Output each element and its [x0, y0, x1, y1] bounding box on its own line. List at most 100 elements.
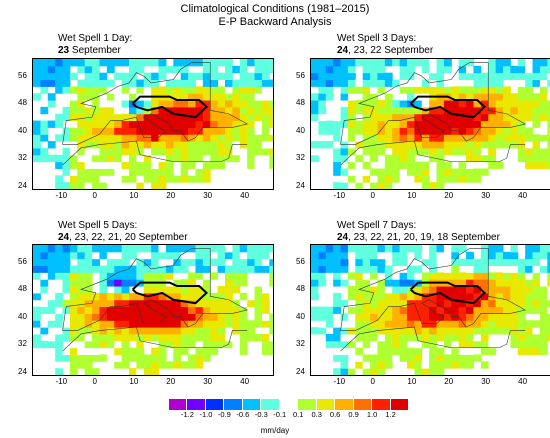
grid-cell — [158, 347, 167, 355]
grid-cell — [202, 134, 211, 142]
grid-cell — [232, 120, 241, 128]
grid-cell — [217, 292, 226, 301]
grid-cell — [311, 93, 319, 101]
grid-cell — [99, 333, 108, 342]
grid-cell — [547, 245, 550, 253]
x-tick-label: 30 — [203, 191, 213, 200]
grid-cell — [158, 147, 167, 156]
grid-cell — [195, 347, 204, 355]
grid-cell — [407, 265, 415, 273]
grid-cell — [436, 347, 445, 355]
grid-cell — [92, 106, 100, 115]
grid-cell — [239, 161, 248, 169]
grid-cell — [333, 258, 342, 267]
grid-cell — [333, 147, 342, 156]
grid-cell — [77, 313, 86, 321]
grid-cell — [466, 292, 474, 301]
grid-cell — [47, 93, 56, 101]
grid-cell — [202, 251, 211, 260]
x-tick-label: 0 — [92, 377, 97, 386]
grid-cell — [547, 65, 550, 74]
grid-cell — [495, 59, 504, 67]
grid-cell — [340, 182, 349, 189]
grid-cell — [414, 86, 423, 94]
grid-cell — [517, 292, 526, 301]
grid-cell — [180, 258, 189, 267]
grid-cell — [114, 141, 123, 149]
grid-cell — [436, 361, 445, 369]
grid-cell — [217, 161, 226, 169]
grid-cell — [392, 168, 401, 176]
grid-cell — [195, 134, 204, 142]
grid-cell — [77, 175, 86, 183]
grid-cell — [458, 258, 467, 267]
grid-cell — [210, 313, 219, 321]
grid-cell — [180, 175, 189, 183]
grid-cell — [362, 340, 371, 349]
grid-cell — [466, 154, 474, 163]
grid-cell — [370, 134, 378, 142]
grid-cell — [210, 292, 219, 301]
grid-cell — [239, 134, 248, 142]
grid-cell — [443, 333, 452, 342]
grid-cell — [525, 65, 534, 74]
grid-cell — [347, 106, 356, 115]
grid-cell — [180, 340, 189, 349]
grid-cell — [480, 313, 489, 321]
grid-cell — [165, 154, 174, 163]
grid-cell — [436, 59, 445, 67]
grid-cell — [377, 340, 386, 349]
grid-cell — [347, 306, 356, 314]
grid-cell — [195, 175, 204, 183]
grid-cell — [333, 354, 342, 362]
grid-cell — [547, 141, 550, 149]
grid-cell — [261, 100, 270, 108]
grid-cell — [106, 106, 115, 115]
grid-cell — [195, 120, 204, 128]
grid-cell — [399, 265, 408, 273]
grid-cell — [261, 86, 270, 94]
grid-cell — [355, 313, 364, 321]
grid-cell — [261, 59, 270, 67]
grid-cell — [33, 251, 41, 260]
grid-cell — [340, 168, 349, 176]
grid-cell — [77, 127, 86, 135]
grid-cell — [414, 313, 423, 321]
grid-cell — [488, 127, 497, 135]
grid-cell — [311, 72, 319, 81]
grid-cell — [269, 258, 273, 267]
grid-cell — [421, 141, 430, 149]
grid-cell — [414, 141, 423, 149]
grid-cell — [47, 79, 56, 87]
grid-cell — [254, 113, 263, 122]
grid-cell — [340, 134, 349, 142]
grid-cell — [136, 299, 145, 308]
grid-cell — [254, 93, 263, 101]
colorbar-tick-label: 0.3 — [311, 410, 322, 419]
grid-cell — [503, 65, 511, 74]
grid-cell — [99, 93, 108, 101]
grid-cell — [488, 147, 497, 156]
grid-cell — [503, 258, 511, 267]
grid-cell — [488, 327, 497, 335]
grid-cell — [202, 106, 211, 115]
grid-cell — [121, 127, 130, 135]
grid-cell — [539, 106, 548, 115]
grid-cell — [399, 141, 408, 149]
grid-cell — [466, 100, 474, 108]
grid-cell — [384, 299, 393, 308]
grid-cell — [370, 265, 378, 273]
grid-cell — [225, 141, 233, 149]
grid-cell — [136, 161, 145, 169]
grid-cell — [62, 279, 71, 287]
grid-cell — [261, 292, 270, 301]
grid-cell — [436, 65, 445, 74]
grid-cell — [195, 154, 204, 163]
grid-cell — [370, 251, 378, 260]
grid-cell — [55, 182, 64, 189]
grid-cell — [399, 127, 408, 135]
grid-cell — [377, 182, 386, 189]
grid-cell — [232, 93, 241, 101]
colorbar-swatch — [169, 399, 188, 410]
grid-cell — [247, 251, 256, 260]
